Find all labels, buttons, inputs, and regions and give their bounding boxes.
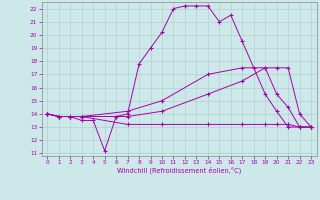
- X-axis label: Windchill (Refroidissement éolien,°C): Windchill (Refroidissement éolien,°C): [117, 167, 241, 174]
